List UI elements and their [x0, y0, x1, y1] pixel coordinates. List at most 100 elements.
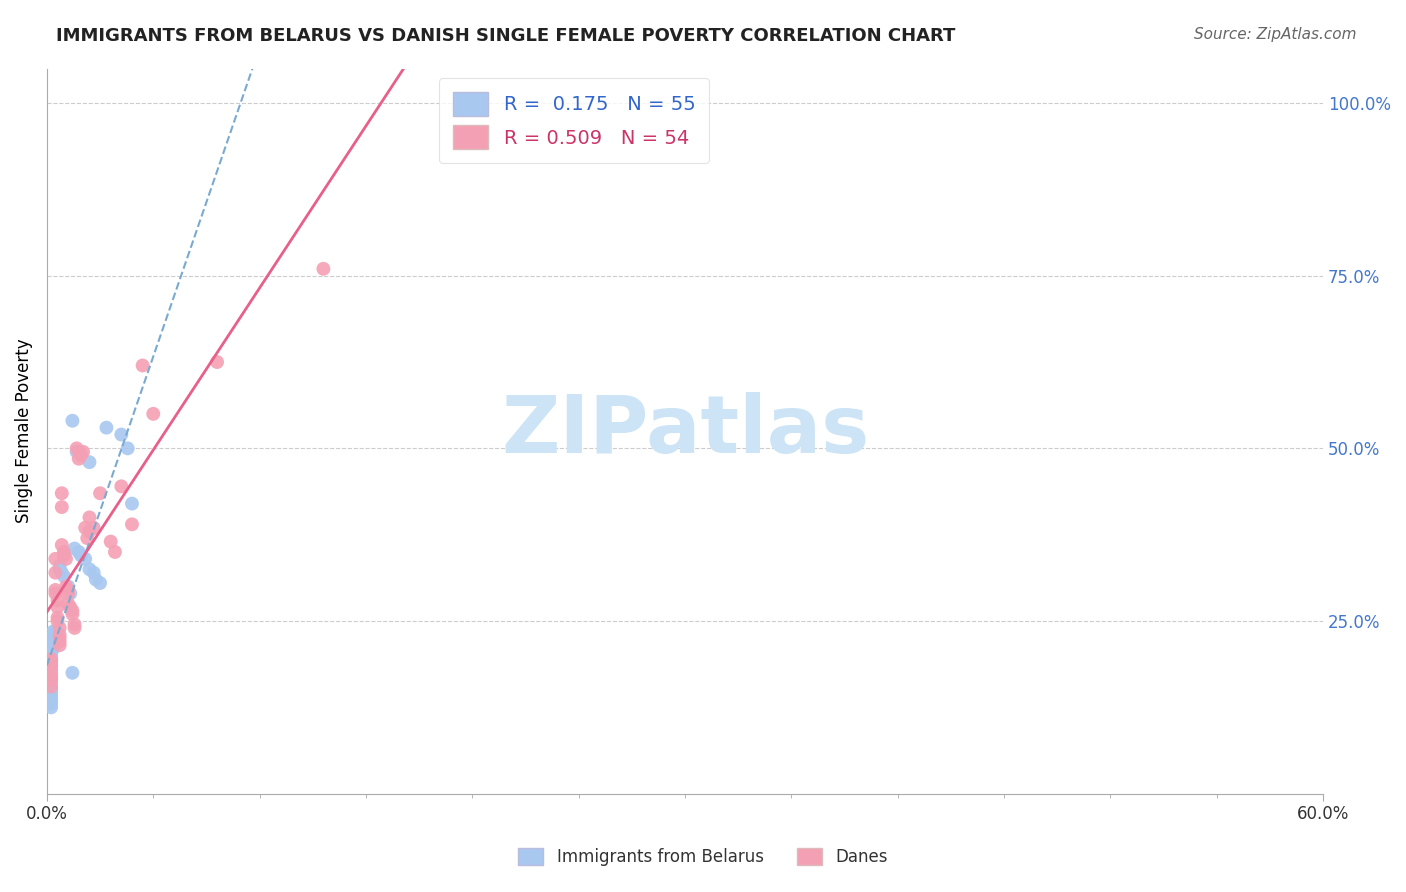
Point — [51, 538, 73, 552]
Point — [39, 669, 62, 683]
Point — [70, 448, 93, 462]
Point — [63, 541, 86, 556]
Point — [56, 582, 79, 597]
Point — [56, 579, 79, 593]
Point — [44, 624, 66, 639]
Point — [46, 634, 69, 648]
Point — [44, 586, 66, 600]
Point — [84, 573, 107, 587]
Point — [39, 656, 62, 670]
Point — [62, 414, 84, 428]
Point — [42, 632, 65, 646]
Point — [63, 621, 86, 635]
Point — [44, 632, 66, 646]
Point — [39, 638, 62, 652]
Point — [48, 621, 70, 635]
Point — [42, 641, 65, 656]
Point — [39, 634, 62, 648]
Point — [39, 662, 62, 676]
Point — [110, 427, 132, 442]
Point — [121, 497, 143, 511]
Point — [39, 648, 62, 663]
Point — [39, 641, 62, 656]
Point — [67, 451, 90, 466]
Point — [44, 566, 66, 580]
Point — [51, 486, 73, 500]
Point — [39, 693, 62, 707]
Point — [79, 510, 101, 524]
Point — [66, 442, 89, 456]
Point — [75, 552, 97, 566]
Point — [48, 562, 70, 576]
Point — [39, 690, 62, 704]
Point — [48, 634, 70, 648]
Point — [83, 566, 105, 580]
Point — [46, 632, 69, 646]
Point — [39, 659, 62, 673]
Point — [62, 607, 84, 621]
Point — [39, 683, 62, 698]
Point — [39, 652, 62, 666]
Point — [39, 700, 62, 714]
Point — [48, 628, 70, 642]
Point — [39, 652, 62, 666]
Point — [39, 697, 62, 711]
Point — [110, 479, 132, 493]
Point — [89, 486, 111, 500]
Text: ZIPatlas: ZIPatlas — [501, 392, 869, 470]
Point — [46, 593, 69, 607]
Point — [44, 628, 66, 642]
Point — [104, 545, 127, 559]
Point — [72, 445, 94, 459]
Point — [39, 665, 62, 680]
Point — [42, 628, 65, 642]
Point — [48, 558, 70, 573]
Point — [76, 531, 98, 545]
Point — [312, 261, 335, 276]
Point — [56, 582, 79, 597]
Point — [79, 562, 101, 576]
Point — [48, 638, 70, 652]
Point — [63, 617, 86, 632]
Point — [59, 600, 82, 615]
Point — [46, 610, 69, 624]
Point — [39, 673, 62, 687]
Point — [39, 687, 62, 701]
Point — [42, 638, 65, 652]
Point — [117, 442, 139, 456]
Legend: R =  0.175   N = 55, R = 0.509   N = 54: R = 0.175 N = 55, R = 0.509 N = 54 — [440, 78, 709, 162]
Point — [55, 579, 77, 593]
Point — [67, 545, 90, 559]
Point — [44, 582, 66, 597]
Point — [52, 549, 75, 563]
Point — [70, 549, 93, 563]
Y-axis label: Single Female Poverty: Single Female Poverty — [15, 339, 32, 524]
Point — [62, 665, 84, 680]
Point — [42, 634, 65, 648]
Point — [100, 534, 122, 549]
Point — [39, 645, 62, 659]
Point — [79, 524, 101, 539]
Point — [44, 634, 66, 648]
Point — [52, 545, 75, 559]
Legend: Immigrants from Belarus, Danes: Immigrants from Belarus, Danes — [510, 840, 896, 875]
Point — [51, 566, 73, 580]
Point — [205, 355, 228, 369]
Point — [142, 407, 165, 421]
Point — [39, 669, 62, 683]
Point — [39, 680, 62, 694]
Point — [59, 586, 82, 600]
Point — [39, 662, 62, 676]
Point — [46, 614, 69, 628]
Point — [83, 521, 105, 535]
Point — [39, 673, 62, 687]
Point — [42, 624, 65, 639]
Point — [39, 676, 62, 690]
Point — [131, 359, 153, 373]
Point — [48, 632, 70, 646]
Point — [39, 656, 62, 670]
Point — [39, 659, 62, 673]
Point — [44, 552, 66, 566]
Point — [51, 500, 73, 514]
Point — [121, 517, 143, 532]
